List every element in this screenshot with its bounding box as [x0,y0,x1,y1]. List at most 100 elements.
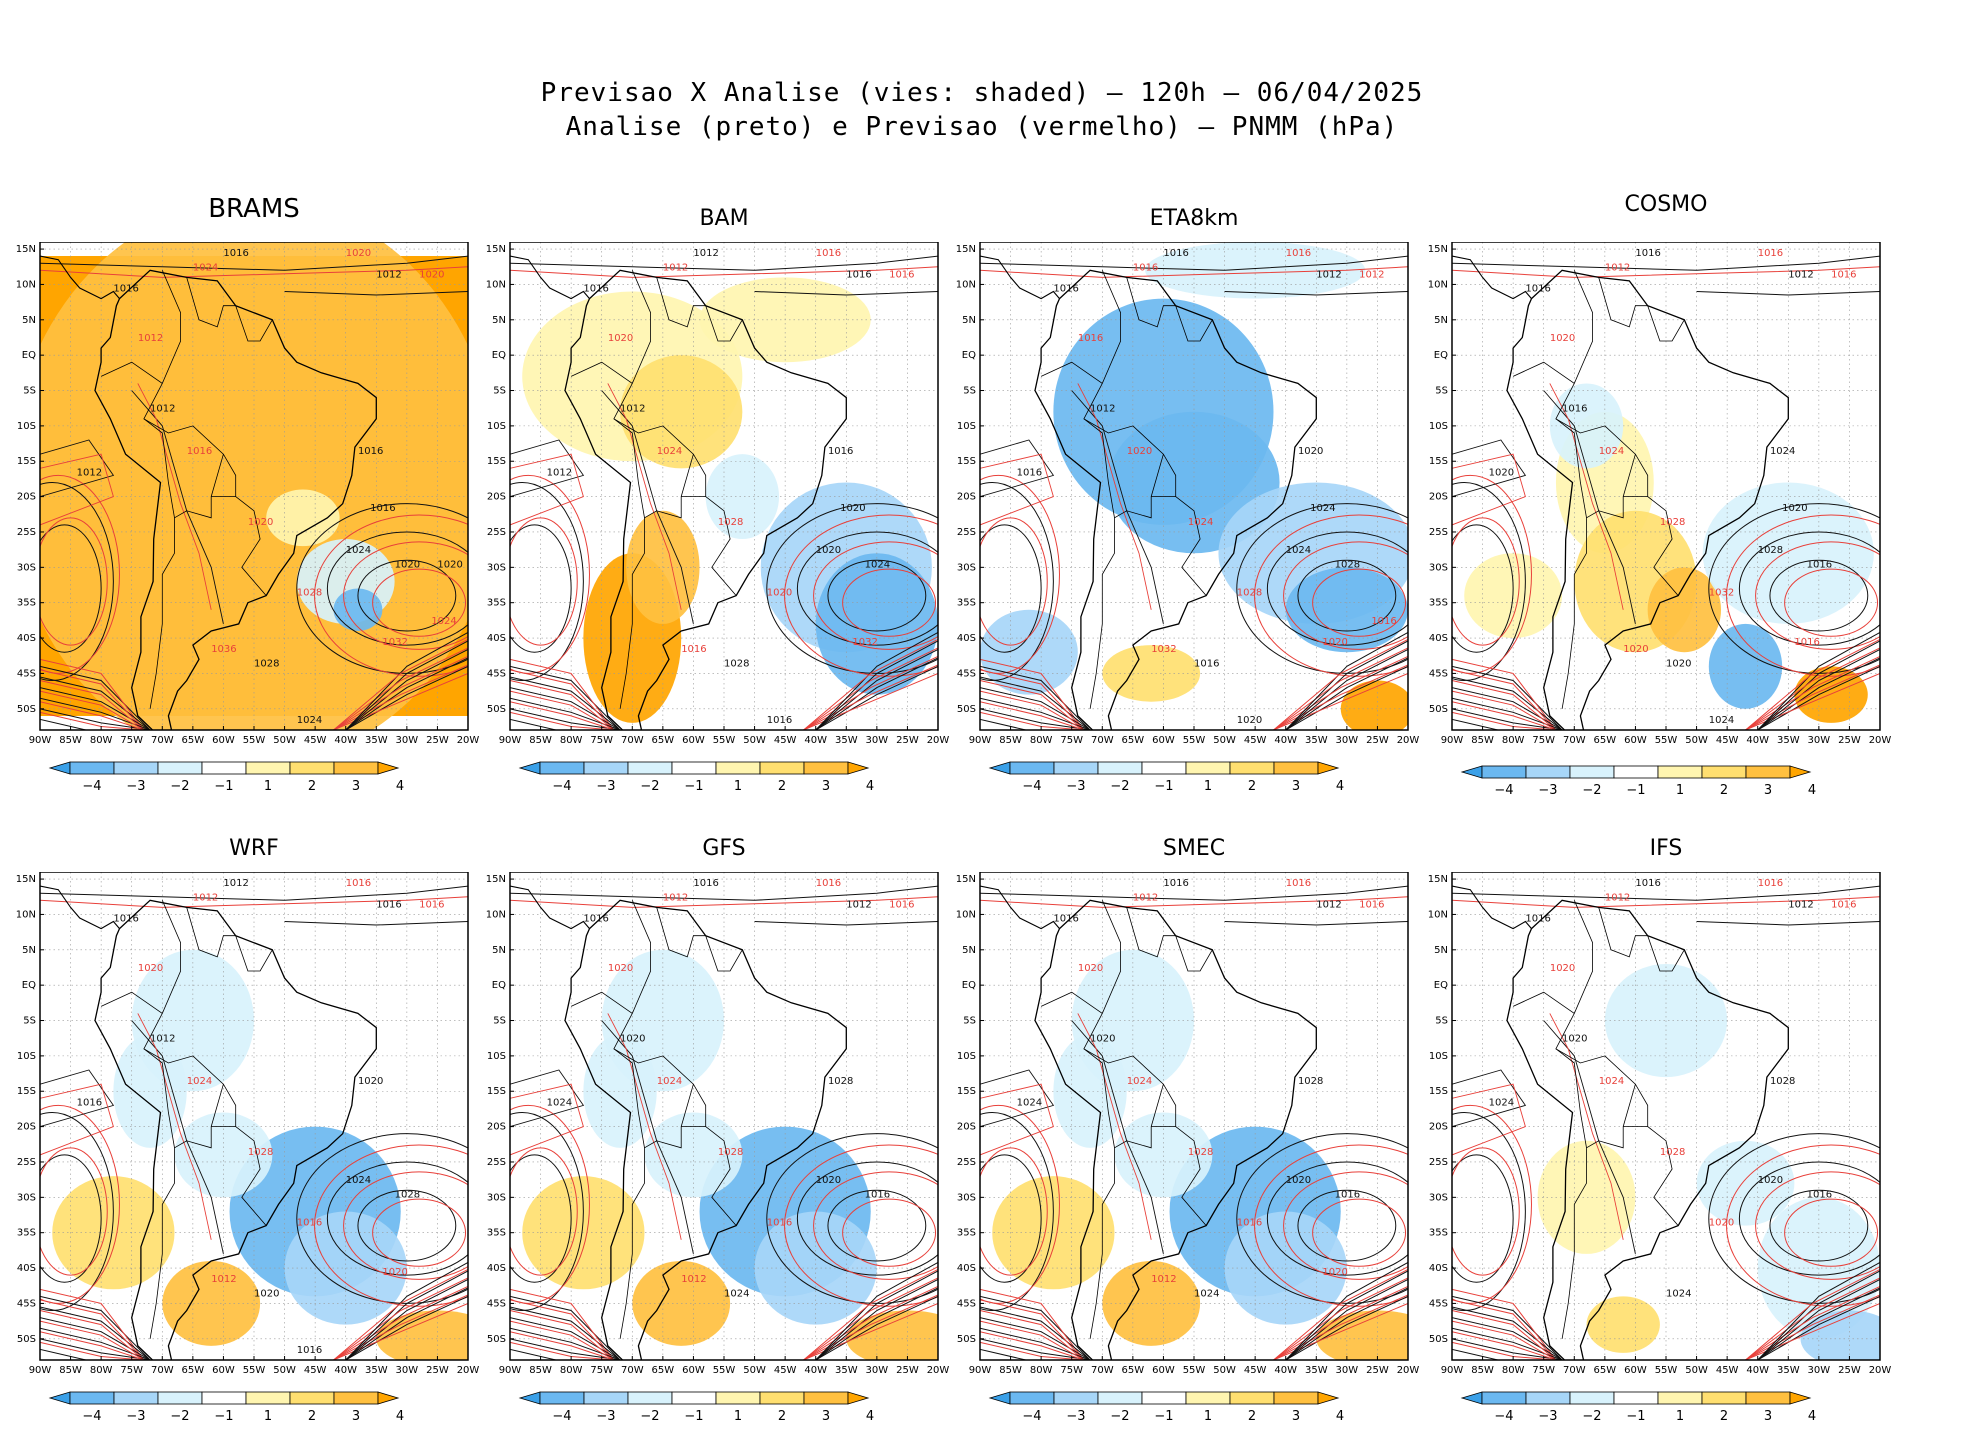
lon-tick-label: 80W [1502,1365,1525,1376]
contour-label-analysis: 1024 [1489,1097,1514,1108]
contour-label-analysis: 1020 [1090,1034,1115,1045]
country-border [1175,305,1213,342]
lat-tick-label: 25S [17,1157,36,1168]
lat-tick-label: 15N [16,244,36,255]
contour-label-forecast: 1012 [138,333,163,344]
isobar-analysis [1285,1278,1408,1360]
colorbar-segment [1273,761,1319,775]
isobar-analysis [980,1317,1091,1360]
contour-label-analysis: 1016 [693,878,718,889]
lat-tick-label: 50S [1429,704,1448,715]
lon-tick-label: 50W [743,735,766,746]
isobar-analysis [1285,631,1408,730]
isobar-analysis [815,1295,938,1360]
lat-tick-label: 10N [1428,909,1448,920]
lon-tick-label: 45W [774,735,797,746]
isobar-forecast [40,701,145,730]
isobar-forecast [510,1104,590,1304]
isobar-forecast [1452,474,1532,674]
country-border [100,991,163,1014]
colorbar-segment [1141,1391,1187,1405]
isobar-forecast [803,639,938,730]
colorbar-label: −2 [1110,1409,1129,1424]
lon-tick-label: 45W [1716,735,1739,746]
colorbar-segment [69,1391,115,1405]
colorbar-label: 1 [264,1409,272,1424]
contour-label-forecast: 1020 [767,588,792,599]
isobar-forecast [1273,1294,1408,1360]
lon-tick-label: 20W [927,1365,950,1376]
isobar-analysis [510,708,621,730]
colorbar-arrow-right [1789,765,1812,779]
contour-label-forecast: 1020 [1550,333,1575,344]
contour-label-forecast: 1020 [346,248,371,259]
isobar-analysis [1757,1287,1880,1360]
isobar-forecast [333,664,468,730]
colorbar-segment [539,761,585,775]
contour-label-analysis: 1012 [223,878,248,889]
lat-tick-label: 10N [956,909,976,920]
bias-region [644,1112,743,1198]
contour-label-forecast: 1016 [1359,899,1384,910]
contour-label-forecast: 1012 [681,1274,706,1285]
isobar-forecast [40,1288,145,1360]
colorbar-arrow-left [48,761,71,775]
colorbar-label: 2 [1248,1409,1256,1424]
isobar-forecast [40,1147,108,1276]
country-border [570,991,633,1014]
lat-tick-label: 15S [1429,1086,1448,1097]
contour-label-forecast: 1016 [419,899,444,910]
country-border [143,1048,175,1148]
colorbar-segment [627,761,673,775]
colorbar-label: −1 [214,1409,233,1424]
colorbar-label: 4 [396,779,404,794]
isobar-analysis [1285,640,1408,730]
lat-tick-label: 5N [1434,315,1448,326]
isobar-analysis [1297,1189,1397,1262]
isobar-forecast [1745,1277,1880,1360]
lon-tick-label: 75W [1060,735,1083,746]
isobar-analysis [510,439,585,498]
colorbar-segment [289,761,335,775]
isobar-analysis [1757,1261,1880,1360]
contour-label-analysis: 1028 [395,1189,420,1200]
isobar-analysis [510,885,938,901]
isobar-forecast [980,1310,1085,1360]
country-border [705,935,743,972]
isobar-analysis [1757,1295,1880,1360]
isobar-analysis [815,1278,938,1360]
lon-tick-label: 85W [59,1365,82,1376]
panel-title-smec: SMEC [1162,836,1226,861]
lon-tick-label: 30W [396,735,419,746]
colorbar-segment [715,1391,761,1405]
isobar-analysis [40,665,151,730]
country-border [1555,1048,1587,1148]
colorbar-segment [671,761,717,775]
colorbar-segment [1009,761,1055,775]
country-border [186,277,236,328]
contour-label-analysis: 1020 [620,1034,645,1045]
lon-tick-label: 80W [1030,1365,1053,1376]
colorbar-segment [1569,1391,1615,1405]
lon-tick-label: 30W [1808,1365,1831,1376]
contour-label-analysis: 1016 [1807,559,1832,570]
contour-label-analysis: 1024 [865,559,890,570]
isobar-analysis [980,718,1091,730]
isobar-forecast [40,690,145,730]
lat-tick-label: 15S [957,1086,976,1097]
isobar-forecast [333,639,468,730]
colorbar-label: −3 [596,1409,615,1424]
isobar-analysis [980,665,1091,730]
isobar-analysis [815,657,938,730]
coastline-central-america [1452,255,1532,300]
map-panel-bam: 1012 1016 1016 1012 1012 1016 1020 1024 1028 1016… [470,242,958,750]
lon-tick-label: 50W [1213,1365,1236,1376]
isobar-analysis [1452,665,1563,730]
colorbar-label: 2 [778,1409,786,1424]
isobar-forecast [40,1083,114,1156]
isobar-analysis [1452,687,1563,730]
colorbar-segment [333,761,379,775]
contour-label-forecast: 1016 [889,269,914,280]
colorbar-segment [1229,1391,1275,1405]
lon-tick-label: 85W [1471,735,1494,746]
